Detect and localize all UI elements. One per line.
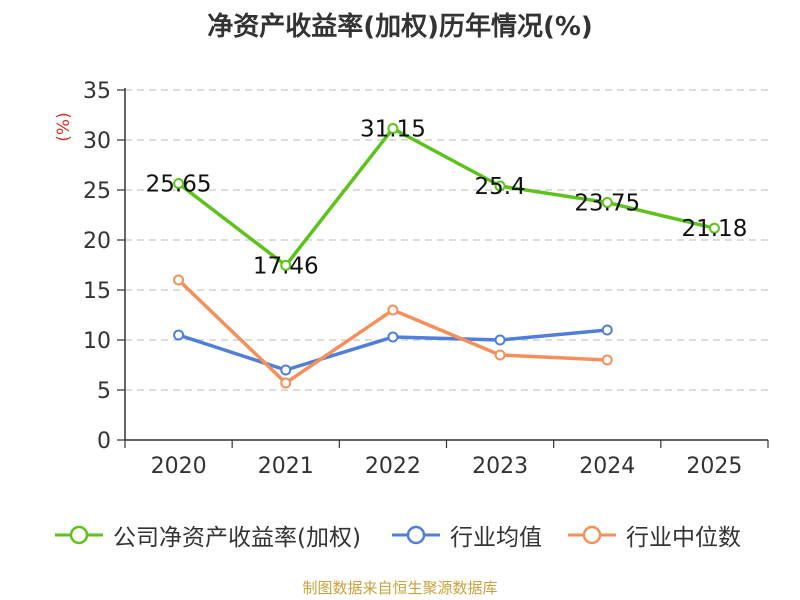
legend: 公司净资产收益率(加权) 行业均值 行业中位数 xyxy=(0,518,800,558)
x-tick-label: 2022 xyxy=(365,454,421,479)
legend-marker-industry-median xyxy=(568,525,616,545)
legend-item-industry-mean[interactable]: 行业均值 xyxy=(392,518,542,552)
x-tick-label: 2021 xyxy=(258,454,314,479)
data-point xyxy=(280,259,292,271)
data-label: 17.46 xyxy=(253,253,319,279)
data-label: 23.75 xyxy=(574,191,640,217)
x-tick-label: 2024 xyxy=(579,454,635,479)
data-point xyxy=(173,178,185,189)
data-point xyxy=(387,123,399,134)
data-point xyxy=(173,329,185,341)
y-tick-label: 10 xyxy=(83,329,111,354)
data-point xyxy=(708,222,720,234)
data-label: 31.15 xyxy=(360,117,426,143)
data-point xyxy=(387,304,399,316)
data-point xyxy=(494,334,506,346)
data-point xyxy=(280,377,292,389)
source-note: 制图数据来自恒生聚源数据库 xyxy=(302,579,498,597)
legend-label-industry-mean: 行业均值 xyxy=(450,525,542,551)
y-tick-label: 25 xyxy=(83,179,111,204)
chart-title: 净资产收益率(加权)历年情况(%) xyxy=(207,12,593,42)
data-label: 21.18 xyxy=(681,216,747,242)
data-point xyxy=(601,197,613,208)
y-axis-unit-label: (%) xyxy=(54,112,74,141)
data-label: 25.4 xyxy=(474,174,525,200)
legend-marker-company-roe xyxy=(55,525,103,545)
legend-marker-industry-mean xyxy=(392,525,440,545)
data-label: 25.65 xyxy=(146,172,212,198)
x-tick-label: 2025 xyxy=(686,454,742,479)
legend-label-company-roe: 公司净资产收益率(加权) xyxy=(113,525,361,551)
y-tick-label: 30 xyxy=(83,129,111,154)
y-tick-label: 35 xyxy=(83,79,111,104)
y-tick-label: 5 xyxy=(97,379,111,404)
x-tick-label: 2023 xyxy=(472,454,528,479)
legend-item-company-roe[interactable]: 公司净资产收益率(加权) xyxy=(55,518,361,552)
y-tick-label: 15 xyxy=(83,279,111,304)
legend-label-industry-median: 行业中位数 xyxy=(626,525,741,551)
series-line-0 xyxy=(177,126,715,268)
data-point xyxy=(494,180,506,192)
data-point xyxy=(494,349,506,361)
y-tick-label: 20 xyxy=(83,229,111,254)
y-tick-label: 0 xyxy=(97,429,111,454)
data-point xyxy=(601,324,613,336)
data-point xyxy=(280,364,292,376)
legend-item-industry-median[interactable]: 行业中位数 xyxy=(568,518,741,552)
data-point xyxy=(387,331,399,343)
data-point xyxy=(601,354,613,366)
data-point xyxy=(173,274,185,286)
x-tick-label: 2020 xyxy=(151,454,207,479)
